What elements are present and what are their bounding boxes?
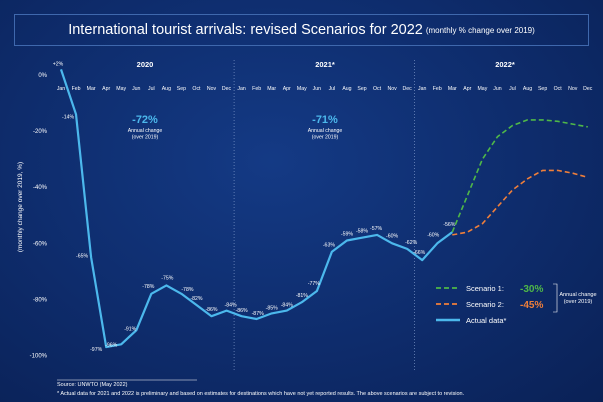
y-axis-label: (monthly change over 2019, %) [17,162,24,252]
x-tick-label: Aug [523,86,532,92]
data-label: -60% [386,233,398,239]
data-label: -96% [105,342,117,348]
x-tick-label: Oct [373,86,382,92]
x-tick-label: May [116,86,126,92]
data-label: -65% [76,253,88,259]
scenario-line [451,119,588,233]
year-header: 2020 [137,60,154,69]
data-label: -56% [443,222,455,228]
x-tick-label: Jan [57,86,65,92]
y-tick-label: 0% [38,73,47,79]
annual-change-note: Annual change [128,128,163,134]
data-label: -58% [356,229,368,235]
legend-annual-value: -30% [520,284,543,295]
year-header: 2021* [315,60,335,69]
x-tick-label: Jul [148,86,155,92]
x-tick-label: Dec [222,86,232,92]
x-tick-label: Oct [192,86,201,92]
x-tick-label: Feb [433,86,442,92]
data-label: -84% [224,303,236,309]
x-tick-label: May [477,86,487,92]
data-label: -14% [62,114,74,120]
y-tick-label: -20% [33,129,48,135]
y-tick-label: -80% [33,297,48,303]
annual-change-note: Annual change [308,128,343,134]
data-label: -86% [236,308,248,314]
y-tick-label: -40% [33,185,48,191]
legend-label: Actual data* [466,316,507,325]
data-label: -85% [266,305,278,311]
x-tick-label: Jan [418,86,426,92]
data-label: -62% [405,240,417,246]
data-label: -78% [142,284,154,290]
data-label: -84% [281,303,293,309]
x-tick-label: Apr [463,86,471,92]
data-label: -59% [341,231,353,237]
x-tick-label: Jul [509,86,516,92]
chart-subtitle: (monthly % change over 2019) [425,25,535,35]
x-tick-label: Oct [554,86,563,92]
x-tick-label: Nov [207,86,217,92]
x-tick-label: Mar [267,86,276,92]
y-tick-label: -60% [33,241,48,247]
data-label: -57% [370,226,382,232]
footnote-text: * Actual data for 2021 and 2022 is preli… [57,391,465,397]
data-label: -97% [90,347,102,353]
data-label: -66% [413,250,425,256]
data-label: -86% [205,307,217,313]
x-tick-label: May [297,86,307,92]
legend-bracket [553,283,558,313]
annual-change-note: (over 2019) [312,135,339,141]
chart-title-box: International tourist arrivals: revised … [14,14,589,46]
year-header: 2022* [495,60,515,69]
legend-annual-value: -45% [520,300,543,311]
annual-change-value: -71% [312,114,338,126]
legend-label: Scenario 1: [466,284,504,293]
data-label: -91% [124,326,136,332]
data-label: -63% [323,243,335,249]
x-tick-label: Mar [448,86,457,92]
x-tick-label: Sep [357,86,366,92]
actual-data-line [59,69,453,349]
x-tick-label: Jul [329,86,336,92]
x-tick-label: Dec [583,86,593,92]
x-tick-label: Sep [177,86,186,92]
data-label: -75% [161,275,173,281]
chart-title: International tourist arrivals: revised … [68,22,423,38]
data-label: +2% [53,61,64,67]
x-tick-label: Dec [403,86,413,92]
x-tick-label: Aug [162,86,171,92]
x-tick-label: Feb [72,86,81,92]
x-tick-label: Sep [538,86,547,92]
source-text: Source: UNWTO (May 2022) [57,382,128,388]
x-tick-label: Jun [313,86,321,92]
data-label: -78% [181,287,193,293]
legend-annual-note: (over 2019) [564,299,593,305]
x-tick-label: Nov [387,86,397,92]
x-tick-label: Mar [87,86,96,92]
x-tick-label: Jun [493,86,501,92]
x-tick-label: Jun [132,86,140,92]
data-label: -77% [308,281,320,287]
data-label: -60% [427,232,439,238]
legend-label: Scenario 2: [466,300,504,309]
x-tick-label: Apr [102,86,110,92]
scenario-line [452,169,589,236]
data-label: -81% [296,293,308,299]
data-label: -82% [190,296,202,302]
annual-change-value: -72% [132,114,158,126]
x-tick-label: Nov [568,86,578,92]
x-tick-label: Apr [283,86,291,92]
data-label: -87% [252,311,264,317]
x-tick-label: Aug [342,86,351,92]
x-tick-label: Feb [252,86,261,92]
legend-annual-note: Annual change [559,292,596,298]
y-tick-label: -100% [30,354,48,360]
x-tick-label: Jan [237,86,245,92]
annual-change-note: (over 2019) [132,135,159,141]
